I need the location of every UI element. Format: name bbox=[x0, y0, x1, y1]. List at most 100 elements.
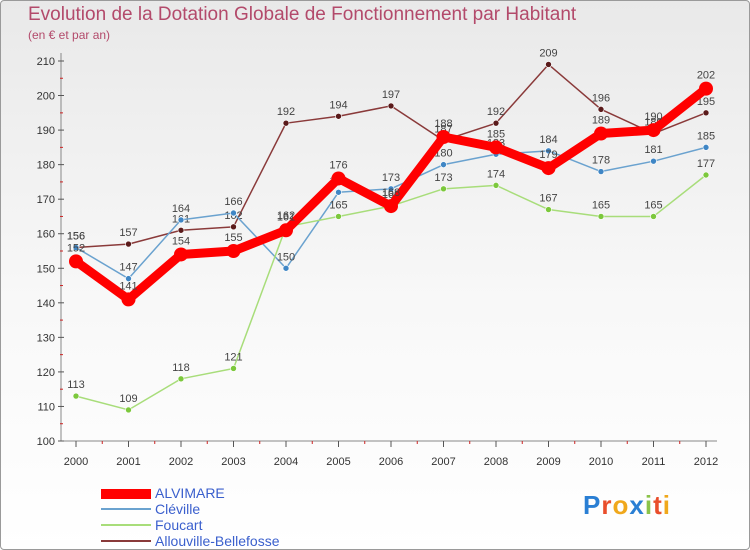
data-label: 190 bbox=[644, 111, 662, 123]
x-tick-label: 2000 bbox=[64, 456, 88, 468]
data-point bbox=[177, 216, 185, 224]
data-point bbox=[72, 392, 80, 400]
data-label: 196 bbox=[592, 92, 610, 104]
data-label: 165 bbox=[592, 199, 610, 211]
data-point bbox=[230, 365, 237, 372]
data-point bbox=[174, 247, 188, 262]
data-label: 209 bbox=[539, 47, 557, 59]
legend-label: ALVIMARE bbox=[155, 485, 225, 501]
x-tick-label: 2003 bbox=[221, 456, 245, 468]
data-label: 176 bbox=[329, 159, 347, 171]
y-tick-label: 170 bbox=[37, 194, 55, 206]
y-tick-label: 100 bbox=[37, 436, 55, 448]
data-label: 185 bbox=[697, 130, 715, 142]
legend-label: Cléville bbox=[155, 501, 201, 517]
data-point bbox=[594, 126, 608, 141]
y-tick-label: 150 bbox=[37, 263, 55, 275]
data-label: 157 bbox=[119, 227, 137, 239]
data-label: 168 bbox=[382, 187, 400, 199]
data-label: 121 bbox=[224, 351, 242, 363]
series-allouville-bellefosse: 156157161162192194197187192209196189195 bbox=[67, 47, 715, 251]
data-label: 194 bbox=[329, 99, 347, 111]
data-label: 166 bbox=[224, 196, 242, 208]
data-point bbox=[282, 264, 290, 272]
y-tick-label: 160 bbox=[37, 229, 55, 241]
data-label: 179 bbox=[539, 149, 557, 161]
data-point bbox=[699, 81, 713, 96]
data-point bbox=[69, 254, 83, 269]
data-point bbox=[125, 406, 132, 414]
data-point bbox=[545, 61, 552, 68]
data-label: 154 bbox=[172, 235, 190, 247]
legend-swatch bbox=[101, 540, 151, 542]
data-point bbox=[230, 223, 237, 231]
data-point bbox=[335, 188, 342, 196]
data-point bbox=[650, 213, 657, 220]
data-point bbox=[177, 226, 185, 234]
data-point bbox=[226, 244, 241, 258]
data-label: 155 bbox=[224, 232, 242, 244]
chart-title: Evolution de la Dotation Globale de Fonc… bbox=[28, 4, 577, 25]
data-label: 156 bbox=[67, 231, 85, 243]
legend-swatch bbox=[101, 489, 151, 499]
data-label: 164 bbox=[172, 203, 190, 215]
y-tick-label: 200 bbox=[37, 91, 55, 103]
data-label: 174 bbox=[487, 168, 505, 180]
legend-swatch bbox=[101, 508, 151, 510]
data-point bbox=[436, 130, 451, 144]
data-point bbox=[702, 144, 710, 151]
data-label: 202 bbox=[697, 70, 715, 82]
x-tick-label: 2006 bbox=[379, 456, 403, 468]
data-point bbox=[282, 119, 290, 127]
data-point bbox=[650, 157, 657, 165]
x-tick-label: 2011 bbox=[642, 456, 666, 468]
data-label: 173 bbox=[382, 172, 400, 184]
data-point bbox=[545, 147, 552, 155]
data-point bbox=[230, 209, 237, 217]
data-label: 150 bbox=[277, 251, 295, 263]
x-tick-label: 2005 bbox=[326, 456, 350, 468]
data-label: 180 bbox=[434, 148, 452, 160]
data-label: 165 bbox=[644, 199, 662, 211]
y-tick-label: 120 bbox=[37, 367, 55, 379]
data-label: 165 bbox=[329, 199, 347, 211]
data-label: 177 bbox=[697, 158, 715, 170]
chart-subtitle: (en € et par an) bbox=[28, 28, 111, 42]
data-label: 167 bbox=[539, 193, 557, 205]
data-point bbox=[121, 292, 136, 307]
x-tick-label: 2002 bbox=[169, 456, 193, 468]
data-label: 178 bbox=[592, 155, 610, 167]
data-label: 161 bbox=[277, 211, 295, 223]
data-point bbox=[335, 112, 342, 120]
data-label: 162 bbox=[277, 210, 295, 222]
data-label: 156 bbox=[67, 231, 85, 243]
y-tick-label: 180 bbox=[37, 160, 55, 172]
data-point bbox=[72, 244, 80, 251]
y-tick-label: 130 bbox=[37, 332, 55, 344]
data-label: 192 bbox=[487, 106, 505, 118]
data-label: 173 bbox=[434, 172, 452, 184]
data-label: 147 bbox=[119, 262, 137, 274]
data-label: 189 bbox=[592, 115, 610, 127]
y-tick-label: 210 bbox=[37, 56, 55, 68]
data-point bbox=[279, 223, 293, 238]
legend-swatch bbox=[101, 524, 151, 526]
x-tick-label: 2008 bbox=[484, 456, 508, 468]
data-point bbox=[177, 375, 185, 383]
data-point bbox=[335, 213, 342, 220]
data-label: 195 bbox=[697, 96, 715, 108]
data-point bbox=[597, 213, 605, 220]
data-point bbox=[331, 171, 346, 186]
data-point bbox=[492, 182, 500, 189]
data-point bbox=[597, 168, 605, 175]
x-tick-label: 2009 bbox=[536, 456, 560, 468]
data-point bbox=[541, 161, 556, 176]
data-label: 185 bbox=[487, 128, 505, 140]
data-point bbox=[646, 123, 661, 138]
x-tick-label: 2004 bbox=[274, 456, 298, 468]
data-label: 113 bbox=[67, 379, 85, 391]
data-point bbox=[125, 275, 132, 282]
data-point bbox=[440, 185, 447, 193]
legend-label: Foucart bbox=[155, 517, 203, 533]
data-point bbox=[597, 106, 605, 113]
